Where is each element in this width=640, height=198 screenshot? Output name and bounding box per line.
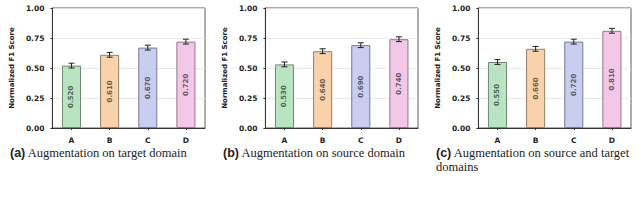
- svg-text:1.00: 1.00: [239, 4, 258, 13]
- svg-text:0.720: 0.720: [570, 74, 578, 96]
- svg-text:0.670: 0.670: [144, 77, 152, 99]
- svg-text:0.00: 0.00: [452, 124, 471, 133]
- svg-text:Normalized F1 Score: Normalized F1 Score: [434, 27, 442, 109]
- svg-text:0.740: 0.740: [395, 72, 403, 94]
- svg-text:0.810: 0.810: [608, 68, 616, 90]
- svg-text:0.610: 0.610: [106, 80, 114, 102]
- svg-text:0.50: 0.50: [452, 64, 471, 73]
- svg-text:C: C: [145, 136, 151, 145]
- svg-text:B: B: [533, 136, 539, 145]
- svg-text:0.50: 0.50: [26, 64, 45, 73]
- svg-text:0.550: 0.550: [493, 84, 501, 106]
- svg-text:1.00: 1.00: [452, 4, 471, 13]
- svg-text:D: D: [609, 136, 615, 145]
- svg-text:0.00: 0.00: [239, 124, 258, 133]
- svg-text:0.75: 0.75: [452, 34, 471, 43]
- svg-text:A: A: [69, 136, 75, 145]
- svg-text:0.660: 0.660: [532, 77, 540, 99]
- svg-text:C: C: [571, 136, 577, 145]
- html-text:(a) Augmentation on target dom: (a) Augmentation on target domain: [10, 146, 187, 160]
- svg-text:A: A: [495, 136, 501, 145]
- svg-text:0.75: 0.75: [239, 34, 258, 43]
- svg-text:0.690: 0.690: [357, 75, 365, 97]
- svg-text:D: D: [183, 136, 189, 145]
- svg-text:0.50: 0.50: [239, 64, 258, 73]
- svg-text:A: A: [282, 136, 288, 145]
- svg-text:Normalized F1 Score: Normalized F1 Score: [8, 27, 16, 109]
- html-text:(c) Augmentation on source and: (c) Augmentation on source and target do…: [436, 146, 630, 174]
- svg-text:D: D: [396, 136, 402, 145]
- svg-text:0.720: 0.720: [182, 74, 190, 96]
- svg-text:0.25: 0.25: [26, 94, 45, 103]
- svg-text:0.75: 0.75: [26, 34, 45, 43]
- svg-text:0.25: 0.25: [452, 94, 471, 103]
- svg-text:B: B: [107, 136, 113, 145]
- svg-text:C: C: [358, 136, 364, 145]
- svg-text:B: B: [320, 136, 326, 145]
- svg-text:1.00: 1.00: [26, 4, 45, 13]
- svg-text:Normalized F1 Score: Normalized F1 Score: [221, 27, 229, 109]
- svg-text:0.640: 0.640: [319, 78, 327, 100]
- svg-text:0.25: 0.25: [239, 94, 258, 103]
- html-text:(b) Augmentation on source dom: (b) Augmentation on source domain: [223, 146, 405, 160]
- svg-text:0.520: 0.520: [67, 86, 75, 108]
- svg-text:0.530: 0.530: [280, 85, 288, 107]
- svg-text:0.00: 0.00: [26, 124, 45, 133]
